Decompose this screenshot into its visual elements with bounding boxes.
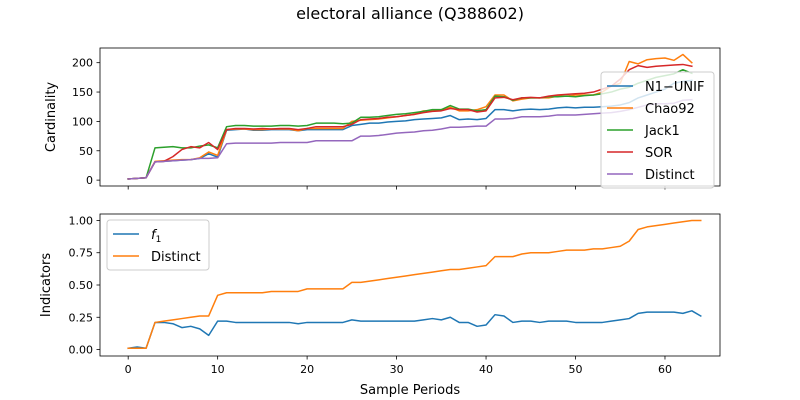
top-ytick-label: 150 (72, 86, 93, 99)
bottom-series-line-f1 (127, 310, 702, 350)
bottom-series-group (127, 219, 702, 350)
bottom-xtick-label: 0 (125, 363, 132, 376)
top-series-line-sor (127, 63, 693, 180)
bottom-legend-label-f1: f1 (151, 228, 161, 245)
bottom-xtick-label: 50 (569, 363, 583, 376)
bottom-ytick-label: 1.00 (69, 214, 94, 227)
bottom-xtick-label: 20 (300, 363, 314, 376)
bottom-axes-frame (99, 213, 721, 357)
bottom-legend-label-distinct: Distinct (151, 250, 201, 265)
top-series-line-jack1 (127, 68, 693, 180)
top-series-group (127, 53, 693, 180)
bottom-ytick-label: 0.50 (69, 279, 94, 292)
top-grid-ticks: 0 50 100 150 200 (72, 57, 666, 190)
top-series-line-distinct (127, 98, 693, 180)
bottom-xtick-label: 60 (658, 363, 672, 376)
top-legend-label-chao92: Chao92 (645, 102, 695, 117)
top-legend-box (600, 71, 715, 189)
figure-title: electoral alliance (Q388602) (296, 4, 524, 23)
top-legend-label-sor: SOR (645, 146, 673, 161)
bottom-xtick-label: 40 (479, 363, 493, 376)
top-legend-label-n1-unif: N1−UNIF (645, 80, 704, 95)
top-ytick-label: 50 (79, 145, 93, 158)
top-ytick-label: 200 (72, 57, 93, 70)
bottom-ytick-label: 0.00 (69, 344, 94, 357)
bottom-xtick-label: 30 (390, 363, 404, 376)
top-ytick-label: 0 (86, 174, 93, 187)
bottom-legend-box (106, 219, 210, 271)
bottom-xlabel: Sample Periods (360, 383, 460, 398)
bottom-ytick-label: 0.25 (69, 311, 94, 324)
top-ylabel: Cardinality (44, 82, 59, 153)
bottom-ylabel: Indicators (39, 253, 54, 317)
top-legend-label-distinct: Distinct (645, 168, 695, 183)
top-axes: 0 50 100 150 200 Cardinality N1−UNIF Chao92 Ja… (44, 47, 721, 190)
top-legend: N1−UNIF Chao92 Jack1 SOR Distinct (600, 71, 715, 189)
bottom-series-line-distinct (127, 219, 702, 349)
bottom-xtick-label: 10 (211, 363, 225, 376)
bottom-grid-ticks: 0 10 20 30 40 50 60 0.00 0.25 0.50 0.75 1.00 (69, 214, 672, 376)
top-legend-label-jack1: Jack1 (644, 124, 680, 139)
bottom-ytick-label: 0.75 (69, 247, 94, 260)
top-ytick-label: 100 (72, 115, 93, 128)
bottom-axes: 0 10 20 30 40 50 60 0.00 0.25 0.50 0.75 1.00 Indica… (39, 213, 721, 398)
bottom-legend: f1 Distinct (106, 219, 210, 271)
top-axes-frame (99, 47, 721, 187)
